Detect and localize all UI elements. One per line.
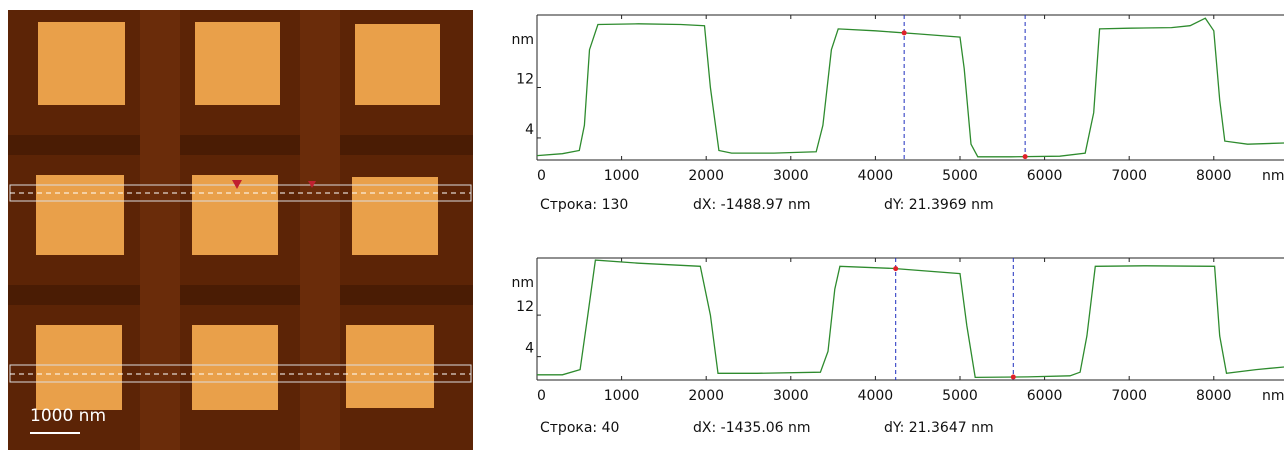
y-tick-label: 4	[525, 341, 534, 357]
square-feature	[38, 22, 125, 105]
row-label: Строка: 130	[540, 197, 628, 213]
cursor-marker	[901, 30, 907, 36]
square-feature	[352, 177, 438, 255]
image-band	[8, 285, 473, 305]
x-tick-label: 4000	[858, 388, 894, 404]
x-tick-label: 8000	[1196, 388, 1232, 404]
x-tick-label: 3000	[773, 388, 809, 404]
x-tick-label: 1000	[604, 168, 640, 184]
y-tick-label: 12	[516, 299, 534, 315]
image-band	[8, 135, 473, 155]
x-axis-label: nm	[1262, 388, 1284, 404]
image-band	[140, 10, 180, 450]
x-tick-label: 0	[537, 168, 546, 184]
x-tick-label: 0	[537, 388, 546, 404]
profile-line	[537, 259, 1284, 379]
marker-icon	[232, 180, 242, 189]
x-tick-label: 8000	[1196, 168, 1232, 184]
row-label: Строка: 40	[540, 420, 619, 436]
x-tick-label: 2000	[688, 168, 724, 184]
dx-label: dX: -1435.06 nm	[693, 420, 811, 436]
profile-line	[536, 17, 1284, 158]
square-feature	[192, 325, 278, 410]
cursor-marker	[893, 266, 899, 272]
square-feature	[36, 325, 122, 410]
square-feature	[355, 24, 440, 105]
y-axis-label: nm	[511, 32, 534, 48]
square-feature	[195, 22, 280, 105]
y-axis-label: nm	[511, 275, 534, 291]
image-band	[300, 10, 340, 450]
x-tick-label: 7000	[1111, 388, 1147, 404]
x-tick-label: 4000	[858, 168, 894, 184]
dy-label: dY: 21.3969 nm	[884, 197, 994, 213]
square-feature	[346, 325, 434, 408]
afm-image: 1000 nm	[8, 10, 473, 450]
cursor-marker	[1022, 154, 1028, 160]
square-feature	[36, 175, 124, 255]
x-tick-label: 1000	[604, 388, 640, 404]
x-tick-label: 6000	[1027, 168, 1063, 184]
y-tick-label: 4	[525, 122, 534, 138]
dx-label: dX: -1488.97 nm	[693, 197, 811, 213]
square-feature	[192, 175, 278, 255]
cursor-marker	[1010, 374, 1016, 380]
x-tick-label: 2000	[688, 388, 724, 404]
x-tick-label: 7000	[1111, 168, 1147, 184]
scale-bar-label: 1000 nm	[30, 406, 106, 426]
x-tick-label: 3000	[773, 168, 809, 184]
marker-icon	[308, 181, 316, 188]
y-tick-label: 12	[516, 72, 534, 88]
x-tick-label: 5000	[942, 168, 978, 184]
x-axis-label: nm	[1262, 168, 1284, 184]
dy-label: dY: 21.3647 nm	[884, 420, 994, 436]
x-tick-label: 6000	[1027, 388, 1063, 404]
x-tick-label: 5000	[942, 388, 978, 404]
